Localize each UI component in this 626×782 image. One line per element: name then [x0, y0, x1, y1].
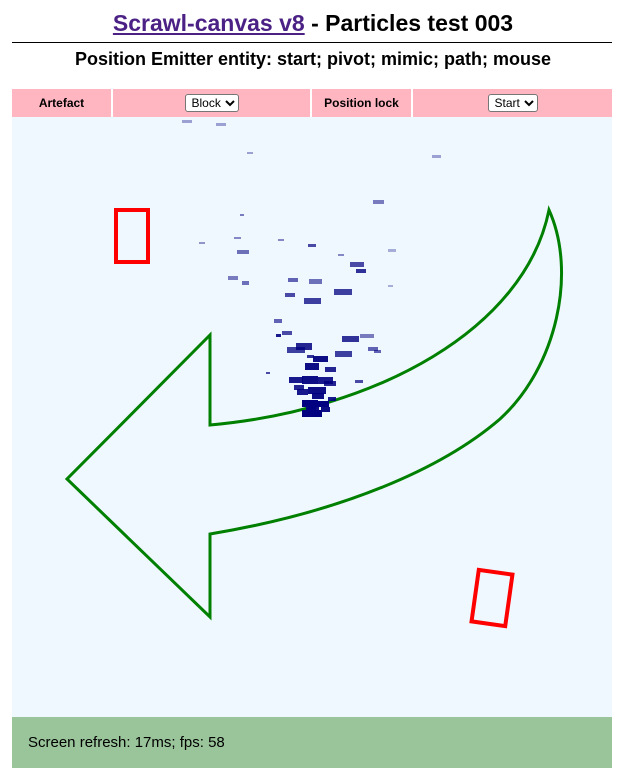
- particle: [328, 397, 336, 401]
- particle: [350, 262, 364, 267]
- particle: [335, 351, 352, 357]
- particle: [287, 347, 305, 353]
- particle: [242, 281, 249, 285]
- particle: [388, 285, 393, 287]
- particle: [278, 239, 284, 241]
- particle: [289, 377, 303, 383]
- particle: [342, 336, 359, 342]
- particle: [285, 293, 295, 297]
- particle: [288, 278, 298, 282]
- position-lock-label: Position lock: [312, 89, 411, 117]
- particle: [334, 289, 352, 295]
- artefact-select[interactable]: Block: [184, 94, 239, 112]
- particle: [312, 393, 324, 399]
- fps-report: Screen refresh: 17ms; fps: 58: [28, 734, 225, 751]
- particle: [338, 254, 344, 256]
- particle: [360, 334, 374, 338]
- page-title-rest: - Particles test 003: [304, 10, 514, 36]
- particle: [237, 250, 249, 254]
- particle: [374, 350, 381, 353]
- particle: [325, 367, 336, 372]
- particle: [317, 401, 329, 407]
- particle: [302, 410, 322, 417]
- canvas-drawing: [64, 120, 564, 629]
- artefact-select-cell: Block: [113, 89, 310, 117]
- particle: [368, 347, 378, 351]
- particle: [296, 343, 312, 350]
- particle-cloud: [182, 120, 441, 417]
- particle: [308, 244, 316, 247]
- particle: [276, 334, 281, 337]
- artefact-label: Artefact: [12, 89, 111, 117]
- pivot-block[interactable]: [114, 208, 150, 264]
- page-title: Scrawl-canvas v8 - Particles test 003: [0, 8, 626, 38]
- particle: [247, 152, 253, 154]
- particle: [304, 298, 321, 304]
- particle: [355, 380, 363, 383]
- particle: [240, 214, 244, 216]
- particle: [302, 376, 318, 384]
- particle: [307, 355, 314, 358]
- curved-arrow-path: [64, 205, 564, 621]
- page-subtitle: Position Emitter entity: start; pivot; m…: [74, 49, 552, 69]
- particle: [308, 405, 316, 410]
- particle: [309, 279, 322, 284]
- particle: [297, 389, 308, 395]
- report-bar: Screen refresh: 17ms; fps: 58: [12, 717, 612, 768]
- particle: [294, 385, 304, 390]
- particle: [321, 407, 330, 412]
- particle: [282, 331, 292, 335]
- title-divider: [12, 42, 612, 43]
- particle: [234, 237, 241, 239]
- particle: [324, 381, 336, 386]
- particle: [318, 377, 333, 384]
- particle: [274, 319, 282, 323]
- controls-bar: Artefact Block Position lock Start: [12, 89, 612, 117]
- particle: [308, 387, 326, 394]
- particle: [216, 123, 226, 126]
- scrawl-canvas[interactable]: [12, 117, 612, 717]
- particle: [305, 363, 319, 370]
- particle: [199, 242, 205, 244]
- particle: [373, 200, 384, 204]
- particle: [356, 269, 366, 273]
- particle: [432, 155, 441, 158]
- particle: [228, 276, 238, 280]
- particle: [266, 372, 270, 374]
- mimic-block[interactable]: [469, 567, 515, 629]
- position-lock-select[interactable]: Start: [487, 94, 538, 112]
- scrawl-canvas-link[interactable]: Scrawl-canvas v8: [112, 10, 305, 36]
- position-lock-select-cell: Start: [413, 89, 612, 117]
- particle: [182, 120, 192, 123]
- particle: [302, 400, 318, 407]
- particle: [388, 249, 396, 252]
- particle: [313, 356, 328, 362]
